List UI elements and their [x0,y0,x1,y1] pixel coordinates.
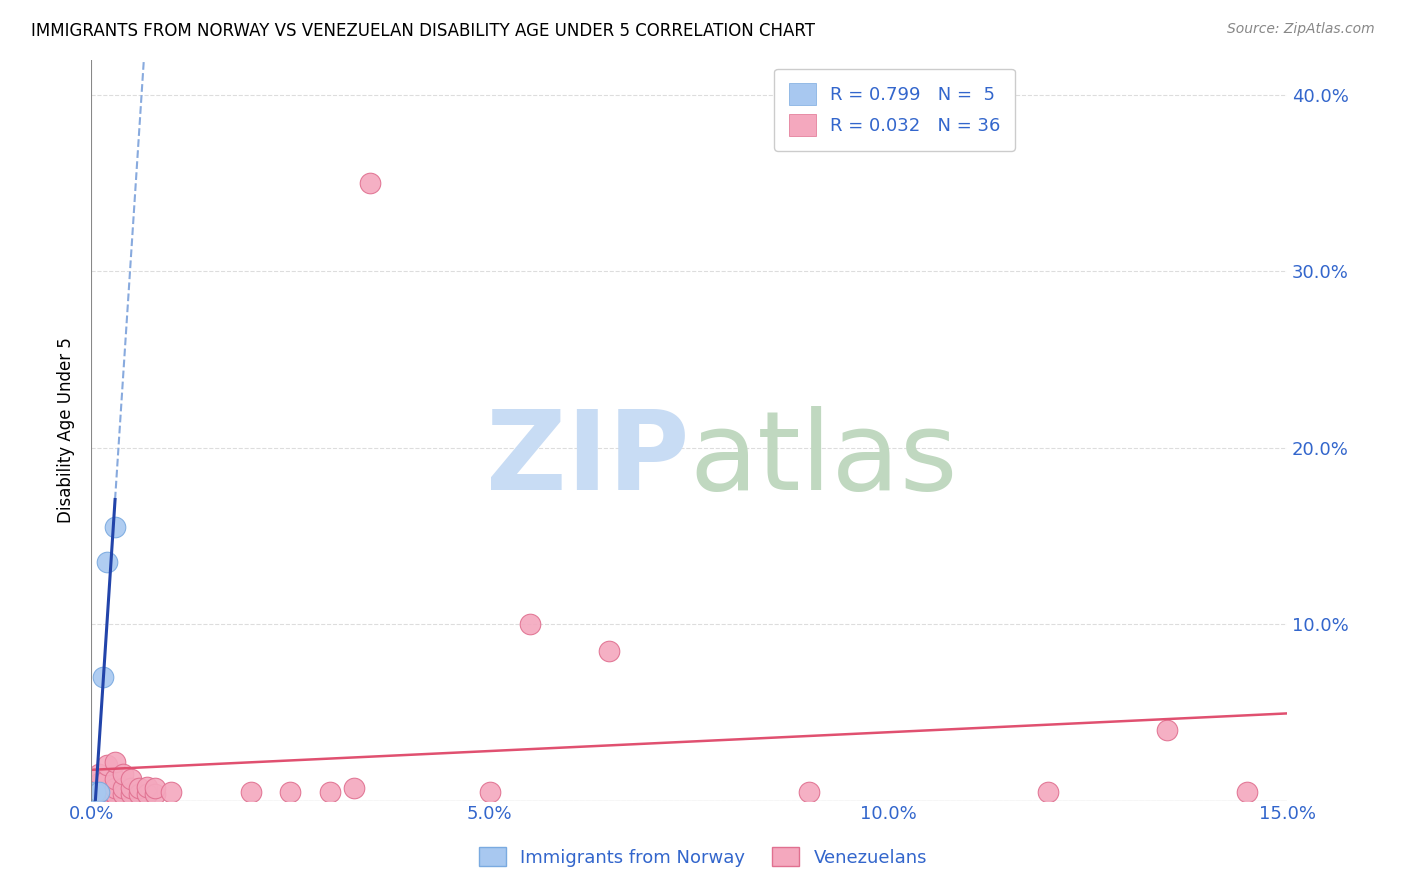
Point [120,787,142,801]
Text: IMMIGRANTS FROM NORWAY VS VENEZUELAN DISABILITY AGE UNDER 5 CORRELATION CHART: IMMIGRANTS FROM NORWAY VS VENEZUELAN DIS… [31,22,815,40]
Text: ZIP: ZIP [485,406,689,513]
Point [319,785,342,799]
Point [239,785,262,799]
Y-axis label: Disability Age Under 5: Disability Age Under 5 [58,337,75,523]
Point [280,785,302,799]
Point [89,785,111,799]
Point [120,781,142,796]
Point [96,556,118,570]
Point [136,787,159,801]
Point [128,787,150,801]
Point [160,785,183,799]
Point [89,776,111,790]
Point [89,767,111,781]
Point [104,781,127,796]
Point [104,755,127,769]
Point [359,176,381,190]
Point [96,758,118,772]
Point [143,781,166,796]
Point [96,789,118,803]
Point [136,780,159,794]
Point [96,783,118,797]
Point [104,520,127,534]
Point [143,787,166,801]
Point [797,785,820,799]
Point [1156,723,1178,737]
Point [519,617,541,632]
Point [89,785,111,799]
Point [112,781,135,796]
Point [120,772,142,787]
Point [112,787,135,801]
Point [104,787,127,801]
Point [91,670,114,684]
Point [343,781,366,796]
Point [84,785,107,799]
Legend: Immigrants from Norway, Venezuelans: Immigrants from Norway, Venezuelans [471,840,935,874]
Legend: R = 0.799   N =  5, R = 0.032   N = 36: R = 0.799 N = 5, R = 0.032 N = 36 [775,69,1015,151]
Point [1036,785,1059,799]
Text: Source: ZipAtlas.com: Source: ZipAtlas.com [1227,22,1375,37]
Point [112,767,135,781]
Point [598,643,620,657]
Point [128,781,150,796]
Point [104,772,127,787]
Point [1236,785,1258,799]
Text: atlas: atlas [689,406,957,513]
Point [478,785,501,799]
Point [96,772,118,787]
